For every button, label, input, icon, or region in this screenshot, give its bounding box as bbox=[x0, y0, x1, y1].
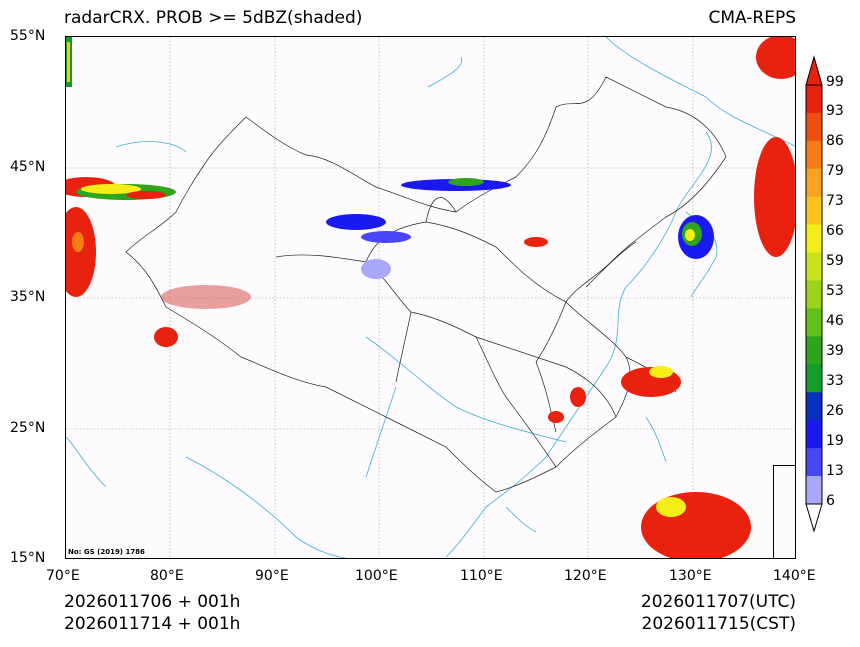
colorbar-segment bbox=[806, 112, 822, 142]
colorbar-segment bbox=[806, 224, 822, 254]
colorbar-segment bbox=[806, 336, 822, 365]
colorbar-label: 33 bbox=[826, 373, 844, 389]
colorbar-label: 66 bbox=[826, 223, 844, 239]
lat-label: 15°N bbox=[10, 550, 46, 566]
colorbar bbox=[805, 55, 823, 533]
lat-label: 55°N bbox=[10, 28, 46, 44]
gridlines bbox=[66, 37, 795, 558]
colorbar-max-arrow bbox=[805, 55, 823, 86]
colorbar-label: 19 bbox=[826, 433, 844, 449]
review-number: No: GS (2019) 1786 bbox=[68, 548, 145, 556]
colorbar-label: 39 bbox=[826, 343, 844, 359]
colorbar-segment bbox=[806, 420, 822, 449]
valid-time-utc: 2026011707(UTC) bbox=[640, 592, 796, 612]
colorbar-segment bbox=[806, 196, 822, 226]
colorbar-min-arrow bbox=[805, 503, 823, 533]
colorbar-segment bbox=[806, 85, 822, 114]
colorbar-segment bbox=[806, 364, 822, 393]
lat-label: 25°N bbox=[10, 420, 46, 436]
colorbar-segment bbox=[806, 140, 822, 170]
colorbar-label: 53 bbox=[826, 283, 844, 299]
model-name: CMA-REPS bbox=[708, 8, 796, 28]
chart-title: radarCRX. PROB >= 5dBZ(shaded) bbox=[64, 8, 363, 28]
lon-label: 110°E bbox=[460, 568, 503, 584]
colorbar-segment bbox=[806, 308, 822, 337]
colorbar-label: 86 bbox=[826, 133, 844, 149]
south-china-sea-inset bbox=[773, 465, 795, 558]
colorbar-label: 6 bbox=[826, 493, 835, 509]
province-borders bbox=[125, 76, 727, 493]
lat-label: 35°N bbox=[10, 289, 46, 305]
lon-label: 100°E bbox=[355, 568, 398, 584]
lon-label: 80°E bbox=[150, 568, 184, 584]
colorbar-labels: 99 93 86 79 73 66 59 53 46 39 33 26 19 1… bbox=[826, 55, 860, 535]
map-area bbox=[65, 36, 796, 559]
lon-label: 130°E bbox=[669, 568, 712, 584]
lat-label: 45°N bbox=[10, 159, 46, 175]
colorbar-label: 99 bbox=[826, 74, 844, 90]
colorbar-label: 73 bbox=[826, 193, 844, 209]
lon-label: 90°E bbox=[255, 568, 289, 584]
colorbar-label: 79 bbox=[826, 163, 844, 179]
probability-patches bbox=[66, 37, 795, 558]
colorbar-segment bbox=[806, 168, 822, 198]
colorbar-segment bbox=[806, 280, 822, 309]
colorbar-label: 13 bbox=[826, 463, 844, 479]
init-time-utc: 2026011706 + 001h bbox=[64, 592, 241, 612]
lon-label: 120°E bbox=[564, 568, 607, 584]
coastlines-rivers bbox=[66, 37, 795, 558]
colorbar-segment bbox=[806, 392, 822, 421]
lon-label: 140°E bbox=[773, 568, 816, 584]
colorbar-label: 46 bbox=[826, 313, 844, 329]
colorbar-segment bbox=[806, 252, 822, 282]
colorbar-segment bbox=[806, 448, 822, 477]
colorbar-segment bbox=[806, 476, 822, 505]
lon-label: 70°E bbox=[46, 568, 80, 584]
colorbar-label: 59 bbox=[826, 253, 844, 269]
valid-time-cst: 2026011715(CST) bbox=[641, 614, 796, 634]
init-time-cst: 2026011714 + 001h bbox=[64, 614, 241, 634]
colorbar-label: 26 bbox=[826, 403, 844, 419]
map-canvas bbox=[66, 37, 795, 558]
colorbar-label: 93 bbox=[826, 103, 844, 119]
